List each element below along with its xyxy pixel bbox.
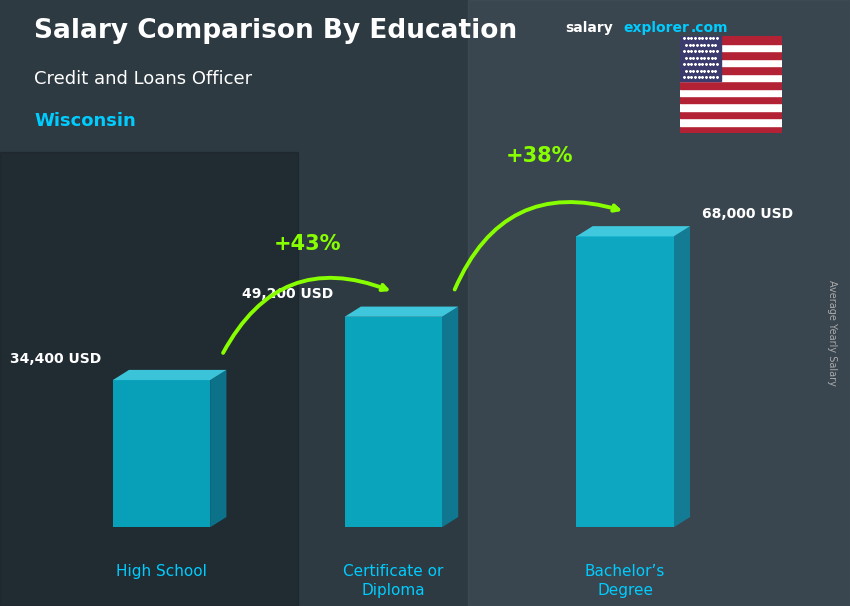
Text: .com: .com [690, 21, 728, 35]
Bar [680, 74, 782, 81]
Text: High School: High School [116, 564, 207, 579]
Polygon shape [674, 226, 690, 527]
Text: explorer: explorer [623, 21, 688, 35]
Text: 34,400 USD: 34,400 USD [10, 351, 101, 365]
Bar [680, 81, 782, 88]
Bar [680, 111, 782, 118]
Polygon shape [113, 370, 226, 380]
Text: Bachelor’s
Degree: Bachelor’s Degree [585, 564, 666, 598]
Text: salary: salary [565, 21, 613, 35]
Text: Certificate or
Diploma: Certificate or Diploma [343, 564, 444, 598]
Text: +38%: +38% [506, 146, 573, 167]
Bar [680, 36, 782, 44]
Bar [680, 126, 782, 133]
Text: +43%: +43% [274, 234, 342, 254]
Bar [576, 236, 674, 527]
Text: 68,000 USD: 68,000 USD [701, 207, 793, 221]
Polygon shape [210, 370, 226, 527]
Bar [680, 59, 782, 66]
Bar [680, 118, 782, 126]
Bar [113, 380, 210, 527]
Bar [680, 36, 721, 81]
Bar [680, 44, 782, 52]
Polygon shape [442, 307, 458, 527]
Text: Salary Comparison By Education: Salary Comparison By Education [34, 18, 517, 44]
Bar [680, 88, 782, 96]
Polygon shape [344, 307, 458, 317]
Bar [344, 317, 442, 527]
Text: Wisconsin: Wisconsin [34, 112, 136, 130]
Bar [680, 104, 782, 111]
Polygon shape [576, 226, 690, 236]
Bar [680, 52, 782, 59]
Text: Credit and Loans Officer: Credit and Loans Officer [34, 70, 252, 88]
Text: 49,200 USD: 49,200 USD [241, 287, 333, 301]
Bar [680, 66, 782, 74]
Bar [680, 96, 782, 104]
Text: Average Yearly Salary: Average Yearly Salary [827, 281, 837, 386]
